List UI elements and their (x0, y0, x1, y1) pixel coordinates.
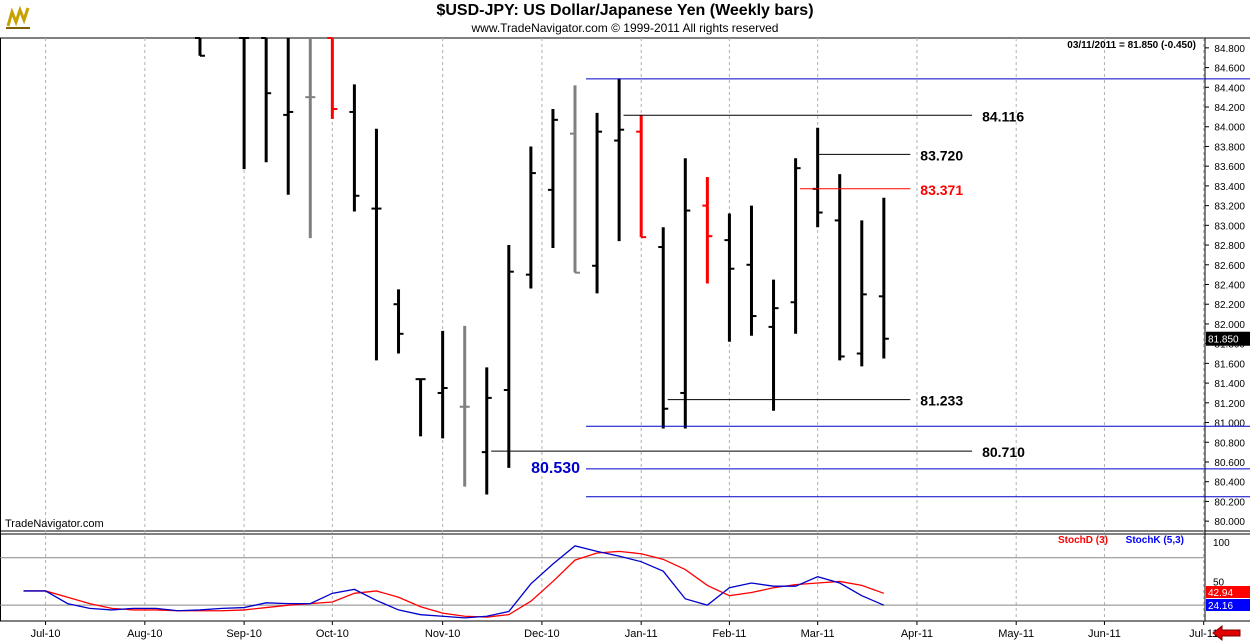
y-tick-label: 84.200 (1214, 103, 1245, 114)
y-tick-label: 81.200 (1214, 399, 1245, 410)
x-tick-label: Apr-11 (901, 628, 933, 640)
watermark: TradeNavigator.com (5, 518, 104, 530)
y-tick-label: 82.200 (1214, 300, 1245, 311)
stoch-k-flag (1206, 599, 1250, 611)
level-label: 81.233 (920, 393, 963, 409)
level-label: 80.530 (531, 460, 580, 477)
x-tick-label: Dec-10 (524, 628, 559, 640)
y-tick-label: 81.400 (1214, 379, 1245, 390)
y-tick-label: 82.800 (1214, 241, 1245, 252)
chart-title: $USD-JPY: US Dollar/Japanese Yen (Weekly… (436, 2, 814, 19)
stoch-legend-d: StochD (3) (1058, 535, 1108, 546)
y-tick-label: 84.000 (1214, 123, 1245, 134)
y-tick-label: 81.000 (1214, 419, 1245, 430)
y-tick-label: 83.400 (1214, 182, 1245, 193)
stoch-d-flag (1206, 586, 1250, 598)
y-tick-label: 80.400 (1214, 478, 1245, 489)
trade-navigator-logo-icon (6, 5, 30, 29)
y-tick-label: 83.600 (1214, 162, 1245, 173)
level-label: 83.371 (920, 182, 963, 198)
x-tick-label: Nov-10 (425, 628, 460, 640)
x-tick-label: Jul-11 (1189, 628, 1218, 640)
x-tick-label: May-11 (998, 628, 1034, 640)
y-tick-label: 83.800 (1214, 142, 1245, 153)
y-tick-label: 84.600 (1214, 64, 1245, 75)
stoch-legend-k: StochK (5,3) (1126, 535, 1184, 546)
price-flag-label: 81.850 (1208, 335, 1239, 346)
y-tick-label: 80.600 (1214, 458, 1245, 469)
y-tick-label: 80.200 (1214, 497, 1245, 508)
stoch-y-tick-label: 100 (1213, 538, 1230, 549)
stoch-d-flag-label: 42.94 (1208, 588, 1233, 599)
level-label: 83.720 (920, 147, 963, 163)
y-tick-label: 80.800 (1214, 438, 1245, 449)
y-tick-label: 82.400 (1214, 281, 1245, 292)
y-tick-label: 84.800 (1214, 44, 1245, 55)
level-label: 80.710 (982, 444, 1025, 460)
title-bar: $USD-JPY: US Dollar/Japanese Yen (Weekly… (0, 0, 1250, 38)
x-tick-label: Oct-10 (316, 628, 349, 640)
x-tick-label: Sep-10 (226, 628, 261, 640)
stoch-series-line (23, 545, 885, 619)
y-tick-label: 83.000 (1214, 221, 1245, 232)
x-tick-label: Jan-11 (625, 628, 658, 640)
y-tick-label: 82.000 (1214, 320, 1245, 331)
x-tick-label: Feb-11 (712, 628, 746, 640)
plot-background (0, 38, 1250, 621)
y-tick-label: 81.600 (1214, 359, 1245, 370)
stoch-series-line (23, 550, 885, 618)
stoch-k-flag-label: 24.16 (1208, 601, 1233, 612)
y-tick-label: 83.200 (1214, 202, 1245, 213)
y-tick-label: 80.000 (1214, 517, 1245, 528)
y-tick-label: 84.400 (1214, 83, 1245, 94)
x-tick-label: Mar-11 (801, 628, 835, 640)
chart-subtitle: www.TradeNavigator.com © 1999-2011 All r… (471, 21, 779, 35)
stoch-y-tick-label: 50 (1213, 577, 1225, 588)
x-tick-label: Jun-11 (1088, 628, 1121, 640)
price-flag (1206, 331, 1250, 346)
x-tick-label: Aug-10 (127, 628, 162, 640)
level-label: 84.116 (982, 108, 1024, 124)
x-tick-label: Jul-10 (31, 628, 61, 640)
y-tick-label: 82.600 (1214, 261, 1245, 272)
last-value-readout: 03/11/2011 = 81.850 (-0.450) (1067, 40, 1196, 51)
scroll-left-arrow-icon[interactable] (1212, 624, 1241, 642)
